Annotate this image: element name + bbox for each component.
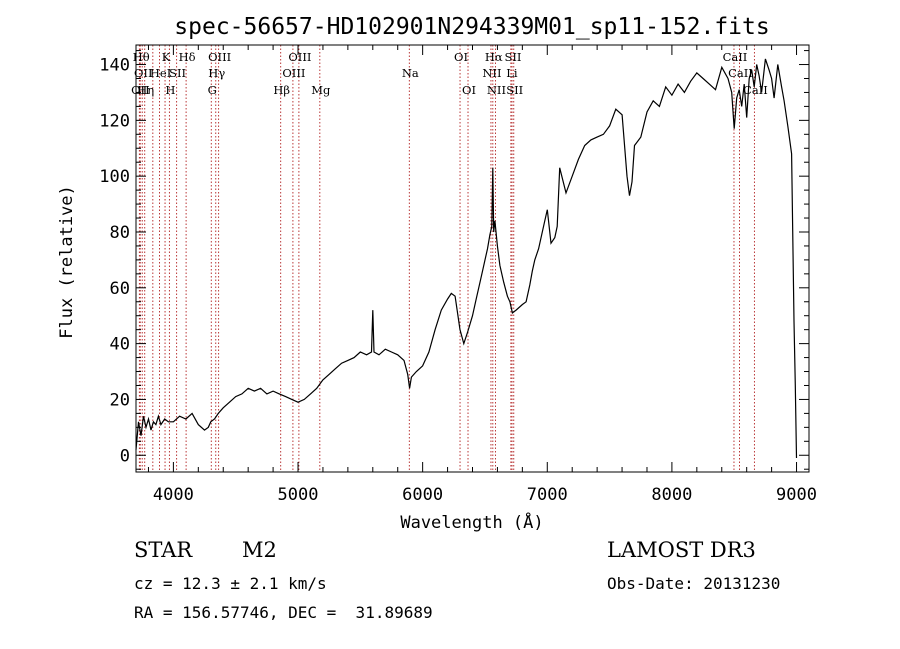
line-marker-label: Hα [485, 50, 503, 64]
line-marker-label: OI [462, 83, 476, 97]
y-tick-label: 140 [99, 56, 130, 76]
flux-series-line [135, 58, 798, 459]
line-marker-label: OIII [288, 50, 311, 64]
line-marker-label: Mg [311, 83, 331, 97]
line-marker-label: K [162, 50, 171, 64]
y-tick-label: 100 [99, 167, 130, 187]
line-marker-labels: HθOIIOIIHηHeIKHSIIHδGHγOIIIHβOIIIOIIIMgN… [131, 50, 768, 97]
line-marker-label: Li [506, 66, 518, 80]
x-axis-ticks: 4000 5000 6000 7000 8000 9000 [147, 45, 817, 505]
x-tick-label: 5000 [278, 485, 319, 505]
x-tick-label: 6000 [402, 485, 443, 505]
line-marker-label: HeI [150, 66, 171, 80]
coordinates: RA = 156.57746, DEC = 31.89689 [134, 603, 433, 622]
line-marker-label: Hδ [179, 50, 196, 64]
line-marker-label: OI [454, 50, 468, 64]
line-marker-label: OIII [282, 66, 305, 80]
line-marker-label: Na [402, 66, 419, 80]
line-marker-label: SII [506, 83, 523, 97]
x-tick-label: 9000 [776, 485, 817, 505]
spectral-subclass: M2 [242, 538, 277, 562]
line-marker-label: CaII [728, 66, 753, 80]
line-marker-label: H [165, 83, 175, 97]
line-marker-label: Hη [137, 83, 154, 97]
y-tick-label: 0 [120, 446, 130, 466]
obs-date: Obs-Date: 20131230 [607, 574, 781, 593]
line-marker-label: SII [505, 50, 522, 64]
line-marker-label: NII [482, 66, 501, 80]
line-marker-label: SII [169, 66, 186, 80]
x-tick-label: 8000 [651, 485, 692, 505]
spectral-class: STAR [134, 538, 193, 562]
line-marker-label: Hβ [273, 83, 290, 97]
line-marker-label: CaII [743, 83, 768, 97]
y-axis-label: Flux (relative) [57, 185, 77, 339]
redshift-readout: cz = 12.3 ± 2.1 km/s [134, 574, 327, 593]
y-tick-label: 60 [110, 279, 130, 299]
line-marker-label: CaII [723, 50, 748, 64]
y-tick-label: 40 [110, 335, 130, 355]
line-markers [138, 45, 755, 472]
plot-frame [135, 44, 810, 473]
y-tick-label: 20 [110, 390, 130, 410]
y-axis-ticks: 0 20 40 60 80 100 120 140 [99, 50, 809, 470]
x-axis-label: Wavelength (Å) [400, 511, 543, 533]
line-marker-label: OII [134, 66, 153, 80]
chart-title: spec-56657-HD102901N294339M01_sp11-152.f… [174, 14, 769, 40]
y-tick-label: 80 [110, 223, 130, 243]
y-tick-label: 120 [99, 111, 130, 131]
line-marker-label: G [208, 83, 217, 97]
line-marker-label: Hθ [133, 50, 150, 64]
survey-name: LAMOST DR3 [607, 538, 756, 562]
line-marker-label: NII [487, 83, 506, 97]
line-marker-label: OIII [208, 50, 231, 64]
line-marker-label: Hγ [208, 66, 225, 80]
x-tick-label: 4000 [153, 485, 194, 505]
x-tick-label: 7000 [527, 485, 568, 505]
